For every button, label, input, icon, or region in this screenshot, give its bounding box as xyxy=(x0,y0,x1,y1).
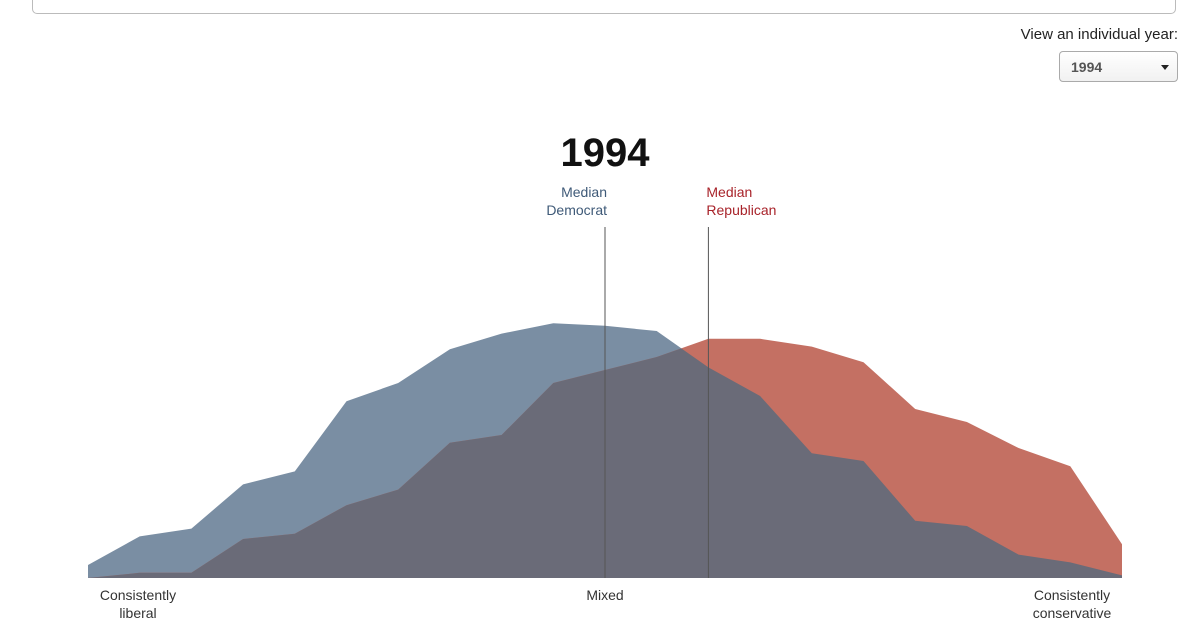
median-label: Median Democrat xyxy=(546,184,607,218)
x-tick-label: Consistently liberal xyxy=(100,587,176,621)
top-panel xyxy=(32,0,1176,14)
dropdown-caret xyxy=(1161,65,1169,70)
x-tick-label: Consistently conservative xyxy=(1033,587,1112,621)
dropdown-value: 1994 xyxy=(1071,59,1103,75)
chart-title: 1994 xyxy=(561,131,651,175)
year-label: View an individual year: xyxy=(1020,26,1178,43)
median-label: Median Republican xyxy=(706,184,776,218)
x-tick-label: Mixed xyxy=(586,587,623,603)
year-dropdown[interactable]: 1994 xyxy=(1059,51,1178,82)
